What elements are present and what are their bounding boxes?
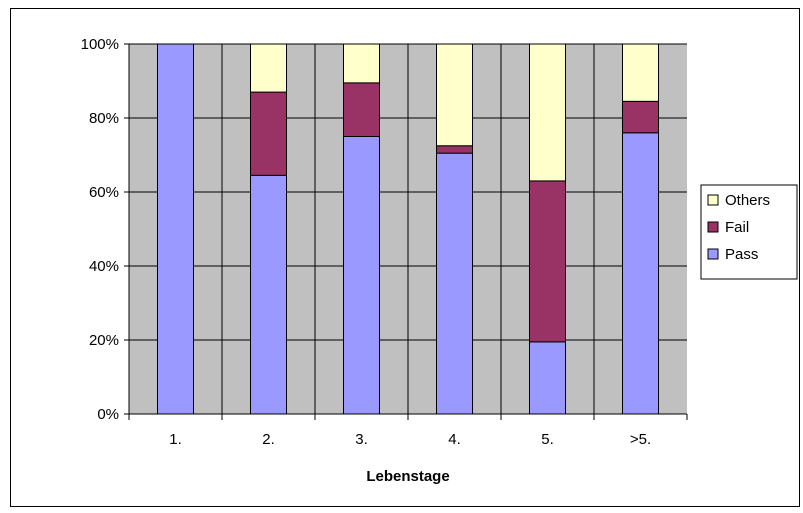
bar-others (250, 43, 287, 93)
bar-pass (343, 136, 380, 415)
bar-fail (343, 82, 380, 137)
bar-pass (250, 174, 287, 415)
legend-swatch-pass (707, 248, 719, 260)
bar-others (436, 43, 473, 147)
legend-label-others: Others (725, 192, 770, 209)
bar-others (343, 43, 380, 84)
bars (157, 43, 659, 415)
bar-pass (157, 43, 194, 415)
y-tick-label: 100% (81, 36, 119, 53)
x-tick-label: 3. (355, 431, 368, 448)
y-tick-label: 80% (89, 110, 119, 127)
x-tick-label: 5. (541, 431, 554, 448)
bar-pass (436, 152, 473, 415)
y-tick-label: 20% (89, 332, 119, 349)
bar-fail (250, 91, 287, 176)
chart-svg: 0% 20% 40% 60% 80% 100% 1. 2. 3. 4. 5. >5. Lebenst… (81, 36, 798, 485)
x-tick-label: 4. (448, 431, 461, 448)
bar-pass (529, 341, 566, 415)
bar-others (622, 43, 659, 102)
x-tick-label: 1. (169, 431, 182, 448)
legend-label-fail: Fail (725, 219, 749, 236)
bar-others (529, 43, 566, 182)
y-tick-label: 60% (89, 184, 119, 201)
legend: Others Fail Pass (700, 184, 798, 280)
bar-fail (529, 180, 566, 343)
chart-frame: 0% 20% 40% 60% 80% 100% 1. 2. 3. 4. 5. >5. Lebenst… (10, 8, 800, 507)
y-tick-label: 40% (89, 258, 119, 275)
x-tick-label: >5. (630, 431, 651, 448)
x-axis: 1. 2. 3. 4. 5. >5. (128, 413, 688, 448)
bar-pass (622, 132, 659, 415)
bar-fail (436, 145, 473, 154)
legend-swatch-others (707, 194, 719, 206)
y-axis: 0% 20% 40% 60% 80% 100% (81, 36, 130, 423)
legend-swatch-fail (707, 221, 719, 233)
bar-fail (622, 100, 659, 134)
gridlines (129, 43, 687, 414)
y-tick-label: 0% (97, 406, 119, 423)
x-tick-label: 2. (262, 431, 275, 448)
x-axis-title: Lebenstage (366, 468, 449, 485)
legend-label-pass: Pass (725, 246, 758, 263)
